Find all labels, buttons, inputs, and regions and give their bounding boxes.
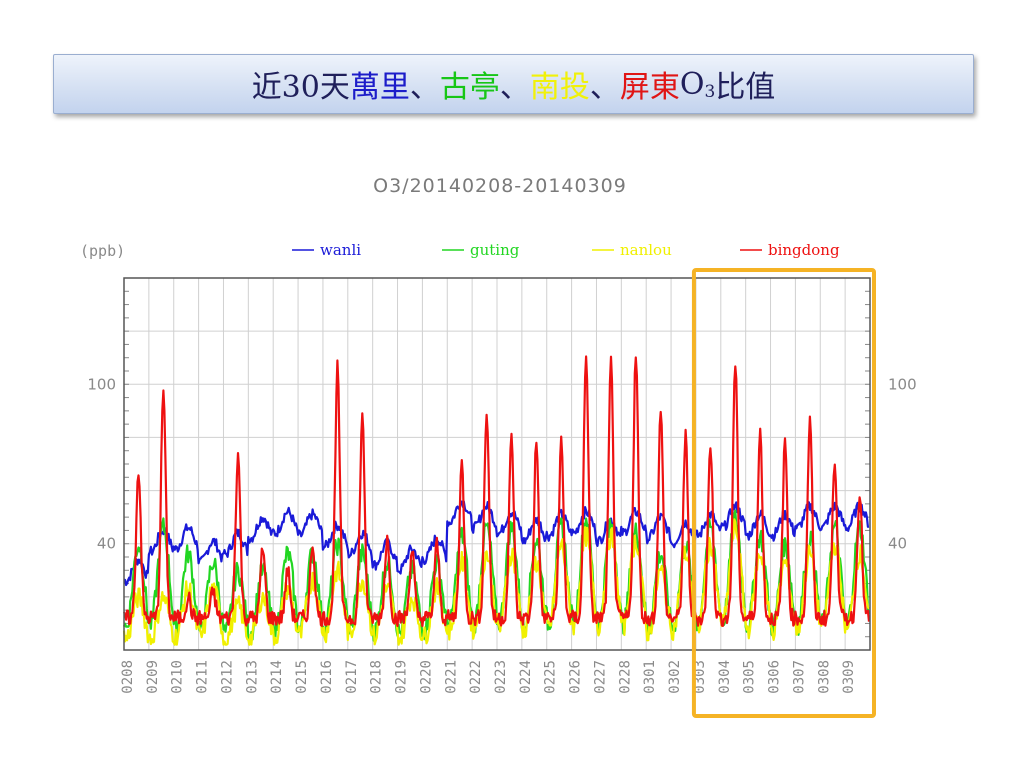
chart-title: O3/20140208-20140309	[373, 175, 627, 197]
x-tick-label: 0209	[145, 660, 161, 694]
x-tick-label: 0224	[518, 660, 534, 694]
x-tick-label: 0301	[642, 660, 658, 694]
title-subscript: 3	[704, 82, 716, 102]
x-tick-label: 0223	[493, 660, 509, 694]
x-tick-label: 0306	[767, 660, 783, 694]
x-tick-label: 0214	[269, 660, 285, 694]
x-tick-label: 0302	[667, 660, 683, 694]
title-part-1: 萬里	[349, 70, 410, 105]
highlight-box	[691, 268, 877, 718]
x-tick-label: 0304	[717, 660, 733, 694]
x-tick-label: 0228	[617, 660, 633, 694]
title-part-2: 、	[409, 70, 440, 105]
x-tick-label: 0227	[592, 660, 608, 694]
y-tick-label-right: 100	[888, 375, 917, 393]
series-line-bingdong	[122, 355, 871, 628]
title-part-6: 、	[589, 70, 620, 105]
plot-border	[123, 277, 871, 651]
x-tick-label: 0308	[816, 660, 832, 694]
x-tick-label: 0215	[294, 660, 310, 694]
legend-label-guting: guting	[470, 241, 520, 259]
title-part-8: O	[679, 66, 705, 102]
legend-label-nanlou: nanlou	[620, 241, 672, 259]
y-tick-label-right: 40	[888, 535, 907, 553]
x-tick-label: 0211	[195, 660, 211, 694]
x-tick-label: 0305	[742, 660, 758, 694]
legend-label-wanli: wanli	[320, 241, 361, 259]
title-part-5: 南投	[529, 70, 590, 105]
y-tick-label-left: 100	[87, 375, 116, 393]
x-tick-label: 0218	[369, 660, 385, 694]
x-tick-label: 0221	[443, 660, 459, 694]
title-part-7: 屏東	[619, 70, 680, 105]
x-tick-label: 0210	[170, 660, 186, 694]
title-part-4: 、	[499, 70, 530, 105]
x-tick-label: 0220	[418, 660, 434, 694]
title-tail: 比值	[715, 70, 776, 105]
x-tick-label: 0307	[791, 660, 807, 694]
series-line-wanli	[123, 500, 870, 587]
x-tick-label: 0212	[219, 660, 235, 694]
title-part-3: 古亭	[439, 70, 500, 105]
y-tick-label-left: 40	[97, 535, 116, 553]
title-part-0: 近30天	[251, 70, 350, 105]
x-tick-label: 0309	[841, 660, 857, 694]
y-unit-label: (ppb)	[80, 242, 125, 260]
x-tick-label: 0222	[468, 660, 484, 694]
x-tick-label: 0226	[568, 660, 584, 694]
x-tick-label: 0219	[394, 660, 410, 694]
x-tick-label: 0208	[120, 660, 136, 694]
x-tick-label: 0213	[244, 660, 260, 694]
x-tick-label: 0216	[319, 660, 335, 694]
x-tick-label: 0217	[344, 660, 360, 694]
legend-label-bingdong: bingdong	[768, 241, 840, 259]
x-tick-label: 0225	[543, 660, 559, 694]
